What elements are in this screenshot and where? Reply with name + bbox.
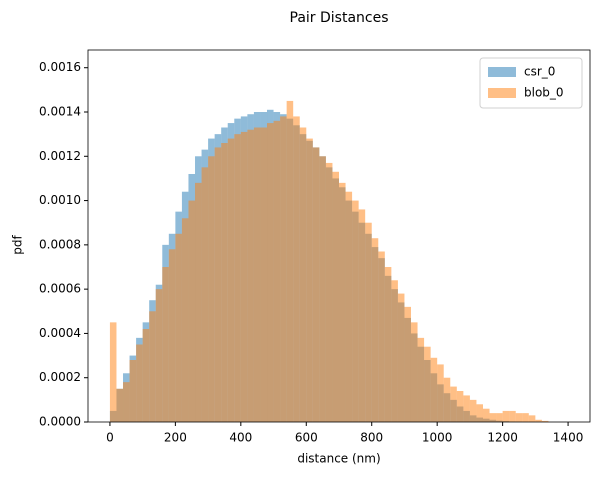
- bar: [169, 249, 176, 422]
- x-tick-label: 800: [360, 431, 383, 445]
- bar: [418, 338, 425, 422]
- bar: [280, 116, 287, 422]
- bar: [202, 167, 209, 422]
- bar: [313, 147, 320, 422]
- x-tick-label: 1400: [553, 431, 584, 445]
- bar: [274, 121, 281, 422]
- bar: [352, 201, 359, 422]
- x-tick-label: 1200: [487, 431, 518, 445]
- legend-label: csr_0: [524, 65, 555, 79]
- bar: [516, 413, 523, 422]
- bar: [319, 156, 326, 422]
- bar: [156, 289, 163, 422]
- bar: [378, 252, 385, 423]
- bar: [326, 163, 333, 422]
- y-tick-label: 0.0006: [39, 282, 81, 296]
- bar: [228, 139, 235, 422]
- bar: [437, 364, 444, 422]
- bar: [490, 413, 497, 422]
- bar: [241, 132, 248, 422]
- bar: [509, 411, 516, 422]
- bar: [254, 128, 261, 423]
- bar: [136, 345, 143, 423]
- bar: [149, 311, 156, 422]
- bar: [431, 358, 438, 422]
- x-tick-label: 1000: [422, 431, 453, 445]
- bar: [143, 329, 150, 422]
- bar: [450, 387, 457, 422]
- bar: [503, 411, 510, 422]
- y-tick-label: 0.0012: [39, 149, 81, 163]
- chart-title: Pair Distances: [290, 10, 389, 26]
- bar: [483, 409, 490, 422]
- bar: [162, 267, 169, 422]
- bar: [287, 101, 294, 422]
- bar: [110, 322, 117, 422]
- bar: [130, 360, 137, 422]
- y-tick-label: 0.0010: [39, 193, 81, 207]
- x-tick-label: 0: [106, 431, 114, 445]
- bar: [444, 378, 451, 422]
- bar: [476, 404, 483, 422]
- bar: [116, 389, 123, 422]
- bar: [496, 413, 503, 422]
- bar: [411, 322, 418, 422]
- bar: [457, 391, 464, 422]
- bar: [404, 307, 411, 422]
- bar: [215, 147, 222, 422]
- bar: [391, 280, 398, 422]
- bar: [300, 128, 307, 423]
- bar: [234, 134, 241, 422]
- bar: [267, 123, 274, 422]
- y-tick-label: 0.0002: [39, 370, 81, 384]
- bar: [221, 143, 228, 422]
- legend-swatch: [488, 67, 516, 77]
- y-tick-label: 0.0000: [39, 415, 81, 429]
- legend-swatch: [488, 88, 516, 98]
- y-tick-label: 0.0004: [39, 326, 81, 340]
- bar: [470, 400, 477, 422]
- bar: [195, 183, 202, 422]
- bar: [372, 238, 379, 422]
- bar: [332, 172, 339, 422]
- bar: [247, 130, 254, 422]
- bar: [463, 395, 470, 422]
- bar: [293, 116, 300, 422]
- bar: [208, 156, 215, 422]
- bar: [385, 267, 392, 422]
- x-tick-label: 400: [229, 431, 252, 445]
- y-axis-label: pdf: [11, 235, 25, 255]
- bar: [175, 234, 182, 422]
- bar: [365, 223, 372, 422]
- bar: [339, 183, 346, 422]
- bar: [123, 382, 130, 422]
- legend-label: blob_0: [524, 86, 564, 100]
- bar: [260, 128, 267, 423]
- x-tick-label: 600: [295, 431, 318, 445]
- bar: [529, 415, 536, 422]
- bar: [424, 347, 431, 422]
- bar: [346, 192, 353, 422]
- bar: [182, 218, 189, 422]
- bar: [522, 413, 529, 422]
- y-tick-label: 0.0014: [39, 105, 81, 119]
- y-tick-label: 0.0008: [39, 237, 81, 251]
- x-tick-label: 200: [164, 431, 187, 445]
- x-axis-label: distance (nm): [297, 452, 380, 466]
- bar: [398, 294, 405, 422]
- y-tick-label: 0.0016: [39, 60, 81, 74]
- bar: [306, 139, 313, 422]
- bar: [188, 201, 195, 422]
- bar: [359, 209, 366, 422]
